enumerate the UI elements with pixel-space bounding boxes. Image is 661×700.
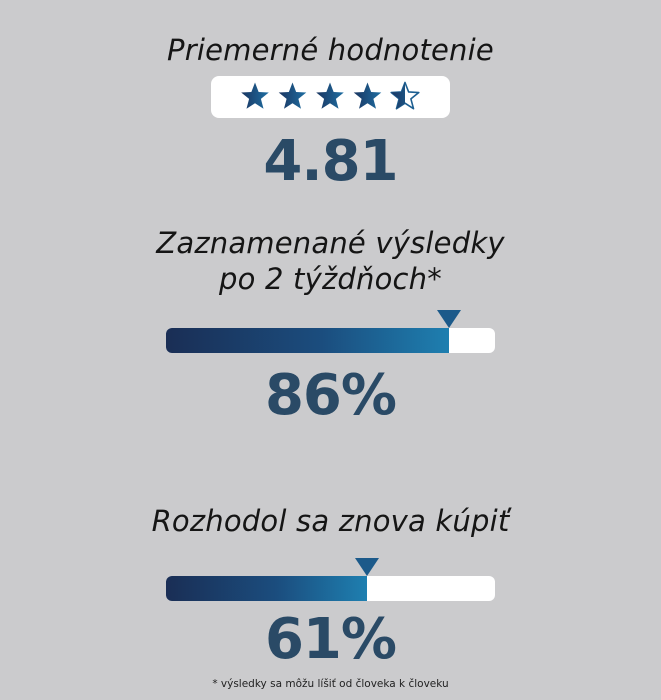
rebuy-title: Rozhodol sa znova kúpiť (0, 503, 661, 539)
rating-value: 4.81 (0, 130, 661, 194)
star-filled-icon (279, 83, 307, 109)
rebuy-marker-icon (355, 558, 379, 576)
results-title-line1: Zaznamenané výsledky (0, 225, 661, 261)
star-filled-icon (241, 83, 269, 109)
rating-title: Priemerné hodnotenie (0, 32, 661, 68)
results-progress-bar (166, 328, 495, 353)
results-value: 86% (0, 364, 661, 428)
results-marker-icon (437, 310, 461, 328)
results-progress-fill (166, 328, 449, 353)
rebuy-value: 61% (0, 608, 661, 672)
rebuy-progress-fill (166, 576, 367, 601)
star-rating-graphic (211, 76, 450, 118)
results-title-line2: po 2 týždňoch* (0, 261, 661, 297)
rebuy-progress-bar (166, 576, 495, 601)
footnote: * výsledky sa môžu líšiť od človeka k čl… (0, 678, 661, 690)
star-filled-icon (354, 83, 382, 109)
star-rating (211, 76, 450, 118)
star-filled-icon (316, 83, 344, 109)
